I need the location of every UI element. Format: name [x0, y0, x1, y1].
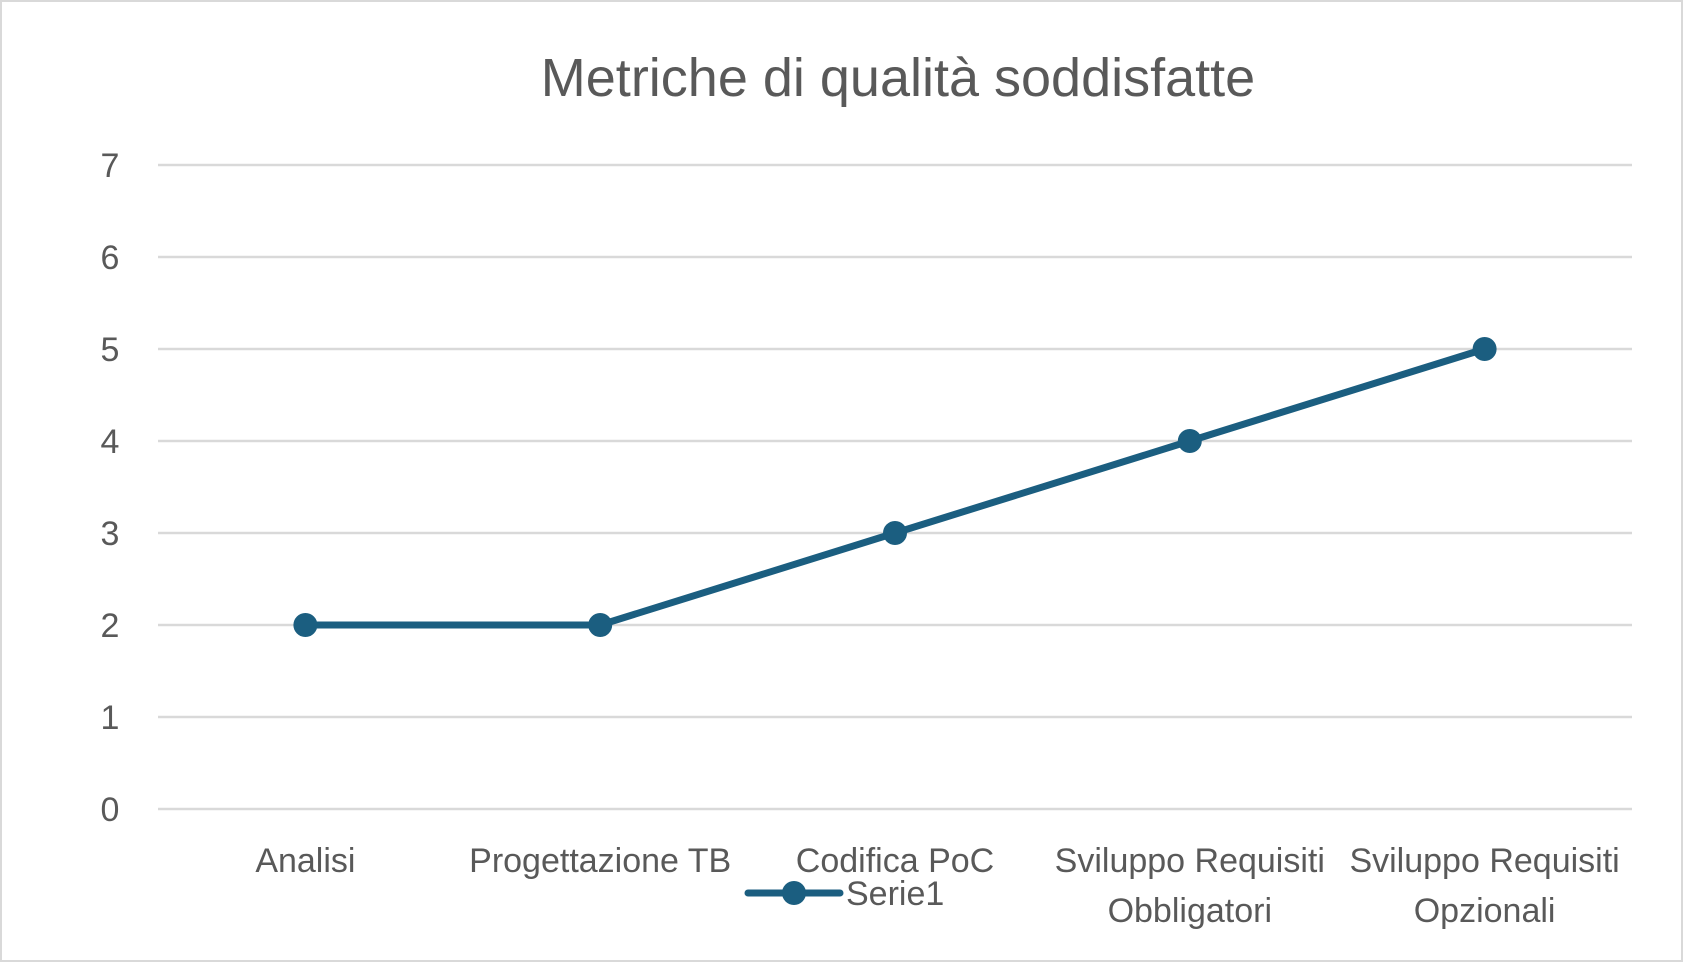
- series-layer: [293, 337, 1497, 637]
- legend-label: Serie1: [846, 875, 944, 913]
- y-tick-label: 5: [101, 331, 120, 369]
- x-tick-label: Opzionali: [1414, 892, 1556, 930]
- x-tick-label: Sviluppo Requisiti: [1349, 842, 1619, 880]
- series-line: [301, 345, 1489, 629]
- y-tick-label: 6: [101, 239, 120, 277]
- data-point: [293, 613, 318, 637]
- data-point: [883, 521, 907, 545]
- data-point: [588, 613, 613, 637]
- x-tick-label: Obbligatori: [1108, 892, 1272, 930]
- data-point: [1472, 337, 1497, 361]
- y-tick-label: 1: [101, 699, 120, 737]
- x-tick-label: Analisi: [255, 842, 355, 880]
- y-tick-label: 2: [101, 607, 120, 645]
- x-tick-label: Codifica PoC: [796, 842, 994, 880]
- legend-marker-swatch: [782, 881, 806, 905]
- y-tick-label: 0: [101, 791, 120, 829]
- y-tick-label: 4: [101, 423, 120, 461]
- gridlines: [158, 163, 1632, 811]
- legend[interactable]: Serie1: [744, 875, 944, 913]
- x-axis-ticks: Analisi Progettazione TB Codifica PoC Svilu…: [255, 842, 1619, 930]
- x-tick-label: Sviluppo Requisiti: [1055, 842, 1325, 880]
- y-tick-label: 7: [101, 147, 120, 185]
- data-point: [1177, 429, 1202, 453]
- chart-title: Metriche di qualità soddisfatte: [541, 48, 1255, 108]
- y-tick-label: 3: [101, 515, 120, 553]
- x-tick-label: Progettazione TB: [469, 842, 731, 880]
- y-axis-ticks: 0 1 2 3 4 5 6 7: [101, 147, 120, 829]
